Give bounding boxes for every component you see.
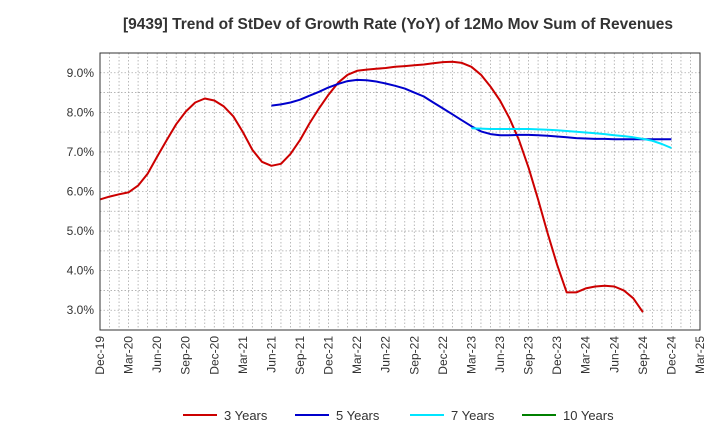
x-tick-label: Dec-20 bbox=[207, 336, 221, 375]
x-tick-label: Dec-24 bbox=[664, 336, 678, 375]
legend: 3 Years 5 Years 7 Years 10 Years bbox=[183, 408, 614, 423]
y-tick-label: 3.0% bbox=[67, 303, 95, 317]
x-tick-label: Jun-23 bbox=[493, 336, 507, 373]
x-tick-label: Sep-22 bbox=[407, 336, 421, 375]
x-tick-label: Mar-21 bbox=[236, 336, 250, 374]
x-tick-label: Sep-23 bbox=[522, 336, 536, 375]
x-tick-label: Jun-22 bbox=[379, 336, 393, 373]
x-tick-label: Jun-20 bbox=[150, 336, 164, 373]
legend-label: 5 Years bbox=[336, 408, 380, 423]
plot-area bbox=[100, 53, 700, 330]
x-tick-label: Dec-21 bbox=[322, 336, 336, 375]
chart-title: [9439] Trend of StDev of Growth Rate (Yo… bbox=[123, 16, 673, 33]
series-lines bbox=[99, 60, 672, 313]
x-tick-label: Mar-20 bbox=[122, 336, 136, 374]
y-tick-label: 7.0% bbox=[67, 145, 95, 159]
y-tick-label: 8.0% bbox=[67, 105, 95, 119]
legend-label: 10 Years bbox=[563, 408, 614, 423]
y-tick-label: 9.0% bbox=[67, 66, 95, 80]
x-tick-label: Sep-20 bbox=[179, 336, 193, 375]
x-tick-label: Mar-25 bbox=[693, 336, 707, 374]
x-tick-label: Sep-21 bbox=[293, 336, 307, 375]
legend-label: 7 Years bbox=[451, 408, 495, 423]
y-axis: 3.0% 4.0% 5.0% 6.0% 7.0% 8.0% 9.0% bbox=[67, 66, 95, 317]
x-axis: Dec-19 Mar-20 Jun-20 Sep-20 Dec-20 Mar-21 Jun-… bbox=[93, 336, 707, 375]
x-tick-label: Jun-24 bbox=[607, 336, 621, 373]
y-tick-label: 6.0% bbox=[67, 185, 95, 199]
x-tick-label: Mar-23 bbox=[464, 336, 478, 374]
y-tick-label: 4.0% bbox=[67, 264, 95, 278]
x-tick-label: Dec-23 bbox=[550, 336, 564, 375]
legend-label: 3 Years bbox=[224, 408, 268, 423]
x-tick-label: Mar-22 bbox=[350, 336, 364, 374]
x-tick-label: Sep-24 bbox=[636, 336, 650, 375]
series-line-3-years bbox=[99, 60, 644, 313]
x-tick-label: Dec-19 bbox=[93, 336, 107, 375]
series-line-7-years bbox=[471, 127, 672, 149]
x-tick-label: Mar-24 bbox=[579, 336, 593, 374]
x-tick-label: Jun-21 bbox=[264, 336, 278, 373]
plot-border bbox=[99, 52, 701, 331]
y-tick-label: 5.0% bbox=[67, 224, 95, 238]
series-line-5-years bbox=[271, 78, 672, 141]
x-tick-label: Dec-22 bbox=[436, 336, 450, 375]
